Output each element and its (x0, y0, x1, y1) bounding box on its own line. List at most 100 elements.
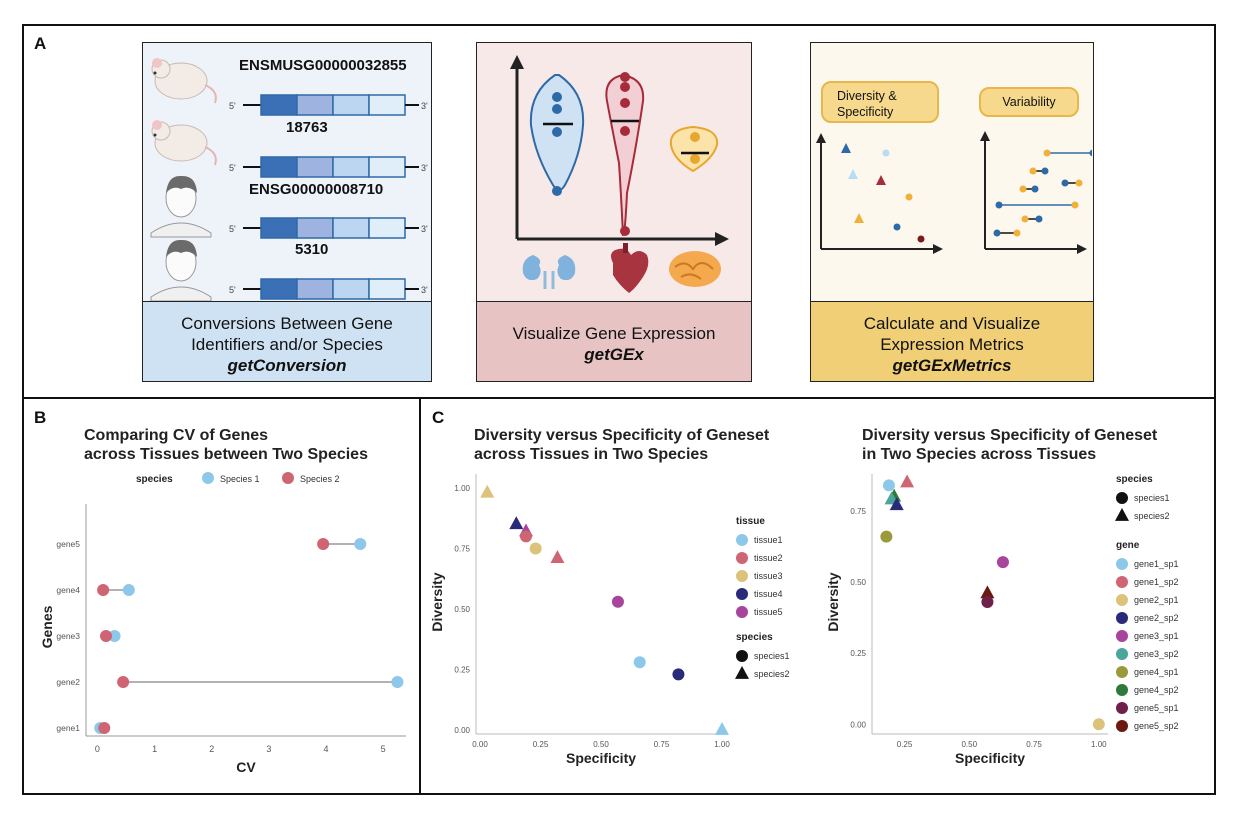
point-gene3_sp1 (996, 556, 1009, 569)
point-species2 (317, 538, 330, 550)
chart-c1-title: Diversity versus Specificity of Geneset … (474, 427, 770, 463)
x-tick-label: 2 (209, 744, 214, 754)
point-species2 (117, 676, 130, 688)
legend-marker-tissue2 (736, 552, 748, 564)
point-gene2_sp2 (889, 497, 904, 511)
point-gene4_sp1 (880, 530, 893, 543)
five-prime-label: 5' (229, 285, 236, 295)
legend-marker-gene3_sp1 (1116, 630, 1128, 642)
mouse-icon (151, 58, 217, 104)
y-tick-label: gene5 (56, 539, 80, 549)
exon (260, 156, 298, 178)
exon (332, 217, 370, 239)
legend-gene-title: gene (1116, 540, 1140, 551)
legend-marker-tissue1 (736, 534, 748, 546)
diversity-specificity-chart-1: 0.00 0.25 0.50 0.75 1.00 0.00 0.25 0.50 0.75 1.00… (429, 474, 790, 766)
x-tick-label: 5 (381, 744, 386, 754)
diversity-specificity-chart-2: 0.25 0.50 0.75 1.000.000.250.500.75Specific… (825, 474, 1179, 766)
legend-marker-species1 (202, 472, 214, 484)
legend-label-gene2_sp2: gene2_sp2 (1134, 613, 1179, 623)
point-gene1_sp1 (882, 479, 895, 492)
brain-icon (669, 251, 721, 287)
point-tissue4-species2 (509, 516, 524, 530)
y-tick-label: gene2 (56, 677, 80, 687)
legend-marker-species2 (282, 472, 294, 484)
legend-label-species2: species2 (1134, 511, 1170, 521)
legend-label-gene5_sp1: gene5_sp1 (1134, 703, 1179, 713)
y-tick-label: 0.25 (850, 649, 866, 658)
panel-a-label: A (34, 34, 47, 53)
gene-id-4: 5310 (295, 241, 329, 258)
legend-label-gene4_sp2: gene4_sp2 (1134, 685, 1179, 695)
point-gene5_sp1 (981, 596, 994, 608)
legend-label-tissue2: tissue2 (754, 553, 783, 563)
legend-label-species2: species2 (754, 669, 790, 679)
conversion-illustration: 5' 3' 5' 3' 5' 3' 5' 3' (150, 58, 428, 301)
y-tick-label: 0.50 (454, 605, 470, 614)
y-tick-label: 1.00 (454, 484, 470, 493)
cv-dumbbell-chart: species Species 1 Species 20 1 2 3 4 5CVGenesge… (39, 472, 406, 775)
x-tick-label: 0.75 (1026, 740, 1042, 749)
legend-marker-gene5_sp1 (1116, 702, 1128, 714)
mouse-icon-2 (151, 120, 217, 166)
legend-label-gene3_sp2: gene3_sp2 (1134, 649, 1179, 659)
conversion-card: 5' 3' 5' 3' 5' 3' 5' 3' ENSMUSG00000032855 1876… (142, 42, 432, 382)
exon (368, 94, 406, 116)
exon (368, 217, 406, 239)
legend-label-gene1_sp1: gene1_sp1 (1134, 559, 1179, 569)
metrics-card: Diversity & Specificity Variability Calc… (810, 42, 1094, 382)
three-prime-label: 3' (421, 101, 428, 111)
legend-label-gene1_sp2: gene1_sp2 (1134, 577, 1179, 587)
legend-label-species1: species1 (754, 651, 790, 661)
legend-marker-species2 (1115, 507, 1129, 521)
get-gexmetrics-function: getGExMetrics (892, 356, 1012, 375)
x-tick-label: 1.00 (714, 740, 730, 749)
legend-species-title: species (1116, 474, 1153, 485)
legend-marker-tissue3 (736, 570, 748, 582)
exon (332, 94, 370, 116)
x-tick-label: 1 (152, 744, 157, 754)
legend-label-tissue4: tissue4 (754, 589, 783, 599)
y-tick-label: 0.00 (850, 720, 866, 729)
legend-label-tissue3: tissue3 (754, 571, 783, 581)
legend-species-title: species (736, 632, 773, 643)
gene-id-3: ENSG00000008710 (249, 181, 384, 198)
kidney-icon (522, 255, 576, 289)
visualize-title: Visualize Gene Expression getGEx (477, 301, 751, 381)
y-tick-label: gene4 (56, 585, 80, 595)
y-axis-label: Genes (39, 605, 55, 648)
legend-label-gene3_sp1: gene3_sp1 (1134, 631, 1179, 641)
legend-marker-species2 (735, 665, 749, 679)
point-species1 (108, 630, 121, 642)
conversion-title: Conversions Between Gene Identifiers and… (143, 301, 431, 381)
x-tick-label: 0.50 (961, 740, 977, 749)
three-prime-label: 3' (421, 163, 428, 173)
y-tick-label: gene3 (56, 631, 80, 641)
legend-marker-gene1_sp2 (1116, 576, 1128, 588)
metrics-illustration (816, 131, 1092, 254)
exon (332, 278, 370, 300)
gene-id-1: ENSMUSG00000032855 (239, 57, 407, 74)
legend-label-gene5_sp2: gene5_sp2 (1134, 721, 1179, 731)
exon (296, 156, 334, 178)
x-tick-label: 0.25 (897, 740, 913, 749)
x-tick-label: 0.25 (533, 740, 549, 749)
exon (368, 156, 406, 178)
five-prime-label: 5' (229, 101, 236, 111)
exon (260, 278, 298, 300)
human-icon (150, 175, 212, 238)
y-axis-label: Diversity (429, 572, 445, 631)
point-tissue3-species1 (529, 542, 542, 555)
point-tissue1-species1 (633, 656, 646, 669)
x-tick-label: 0.50 (593, 740, 609, 749)
exon (296, 278, 334, 300)
point-gene5_sp2 (980, 585, 995, 599)
x-tick-label: 0.75 (654, 740, 670, 749)
x-tick-label: 0 (95, 744, 100, 754)
legend-marker-tissue5 (736, 606, 748, 618)
exon (296, 217, 334, 239)
x-tick-label: 3 (266, 744, 271, 754)
point-tissue2-species1 (519, 530, 532, 543)
x-axis-label: Specificity (955, 750, 1025, 766)
diversity-specificity-pill: Diversity & Specificity (821, 81, 939, 123)
